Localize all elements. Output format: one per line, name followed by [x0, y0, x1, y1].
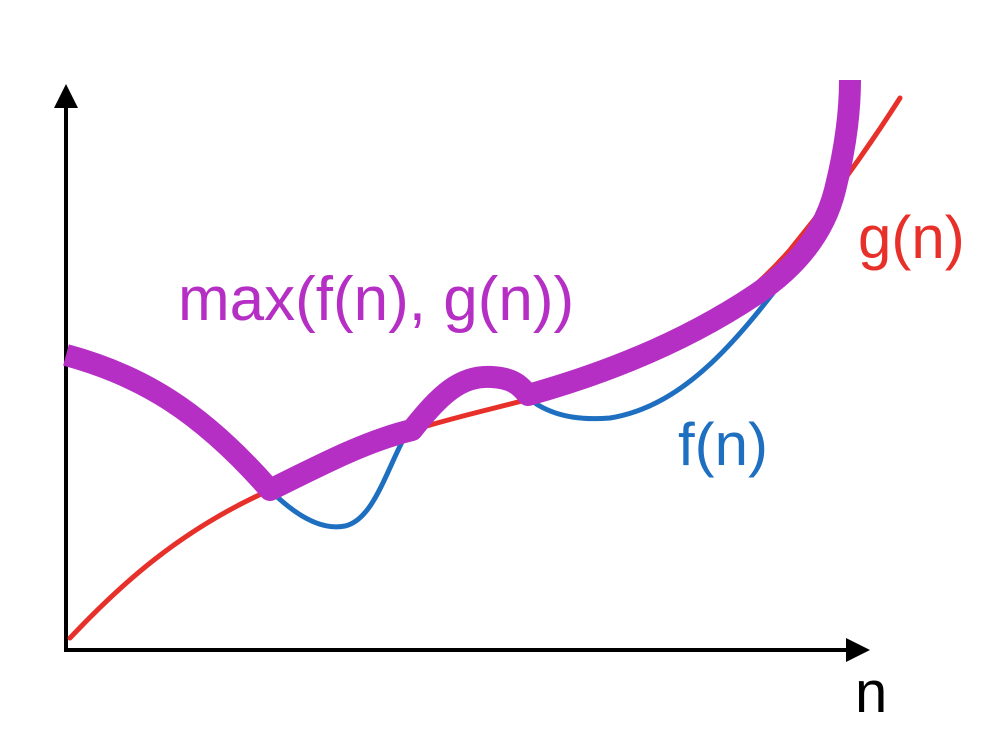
axes [54, 84, 870, 662]
f-label: f(n) [678, 411, 768, 478]
arrow-up-icon [54, 84, 78, 108]
x-axis-label: n [855, 660, 887, 725]
max-curve [63, 79, 861, 501]
max-label: max(f(n), g(n)) [178, 265, 574, 334]
g-label: g(n) [858, 204, 965, 271]
g-curve [67, 95, 903, 641]
arrow-right-icon [846, 638, 870, 662]
